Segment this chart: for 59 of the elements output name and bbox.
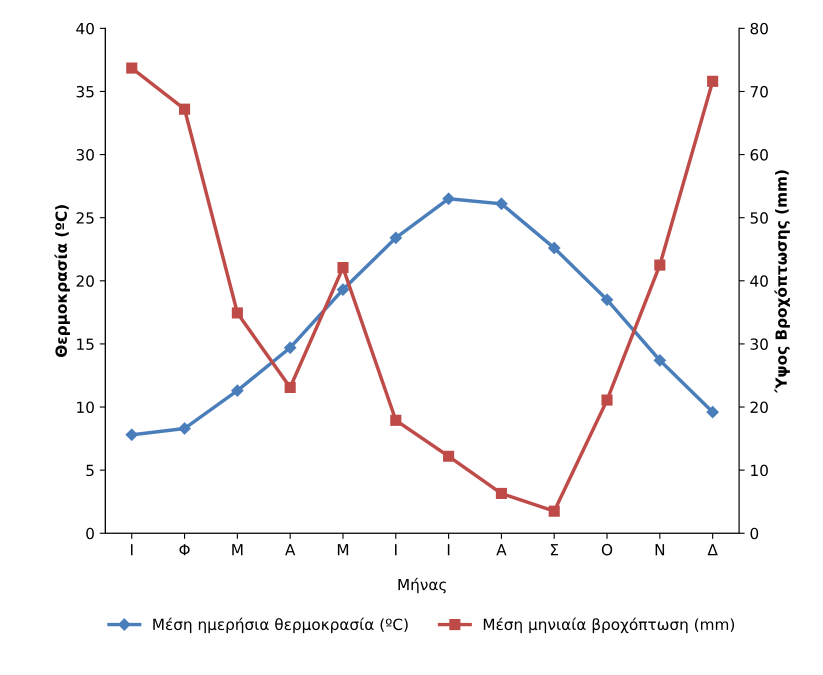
x-tick-label: Ι	[448, 544, 450, 556]
y-tick-label: 20	[76, 275, 94, 287]
point	[495, 198, 508, 210]
x-tick-label: Μ	[232, 544, 242, 556]
point	[707, 76, 718, 87]
point	[284, 382, 296, 394]
y-tick-label: 15	[77, 338, 94, 350]
point	[336, 284, 350, 296]
y2-tick-label: 40	[750, 275, 768, 287]
legend-label: Μέση ημερήσια θερμοκρασία (ºC)	[153, 618, 408, 634]
point	[601, 394, 613, 406]
point	[231, 384, 244, 397]
y-tick-label: 10	[77, 401, 94, 414]
point	[600, 294, 614, 306]
x-tick-label: Φ	[179, 544, 190, 556]
y2-tick-label: 30	[750, 338, 768, 350]
point	[178, 422, 191, 435]
y2-tick-label: 70	[750, 86, 768, 98]
point	[179, 104, 190, 115]
y-axis-title: Θερμοκρασία (ºC)	[54, 205, 70, 357]
y-tick-label: 35	[76, 86, 94, 98]
point	[654, 259, 666, 271]
y2-tick-label: 0	[750, 528, 758, 540]
y-tick-label: 25	[76, 212, 94, 224]
y2-tick-label: 80	[750, 22, 768, 34]
y-tick-label: 30	[76, 149, 94, 161]
point	[390, 414, 402, 426]
x-tick-label: Α	[496, 544, 507, 556]
point	[443, 450, 454, 462]
x-tick-label: Ο	[602, 544, 612, 556]
point	[706, 406, 719, 418]
x-tick-label: Α	[285, 544, 296, 556]
x-tick-label: Σ	[550, 544, 558, 556]
y-tick-label: 0	[86, 528, 94, 540]
y-tick-label: 5	[86, 464, 94, 476]
point	[496, 488, 507, 500]
point	[654, 354, 666, 366]
legend-label: Μέση μηνιαία βροχόπτωση (mm)	[484, 618, 734, 634]
point	[284, 342, 296, 354]
x-tick-label: Ν	[656, 544, 664, 556]
y2-tick-label: 50	[750, 212, 768, 224]
point	[548, 506, 560, 517]
point	[442, 192, 455, 205]
point	[390, 232, 402, 244]
x-tick-label: Δ	[708, 544, 718, 556]
x-tick-label: Ι	[130, 544, 132, 556]
x-axis-title: Μήνας	[398, 578, 446, 594]
y2-tick-label: 10	[751, 464, 768, 476]
point	[126, 428, 138, 441]
x-tick-label: Ι	[395, 544, 397, 556]
y2-tick-label: 20	[750, 401, 768, 414]
point	[337, 262, 349, 274]
point	[126, 62, 138, 74]
point	[548, 242, 560, 254]
point	[232, 307, 243, 319]
y2-tick-label: 60	[750, 149, 768, 161]
y2-axis-title: Ύψος Βροχόπτωσης (mm)	[774, 170, 790, 393]
x-tick-label: Μ	[338, 544, 348, 556]
y-tick-label: 40	[76, 22, 94, 34]
